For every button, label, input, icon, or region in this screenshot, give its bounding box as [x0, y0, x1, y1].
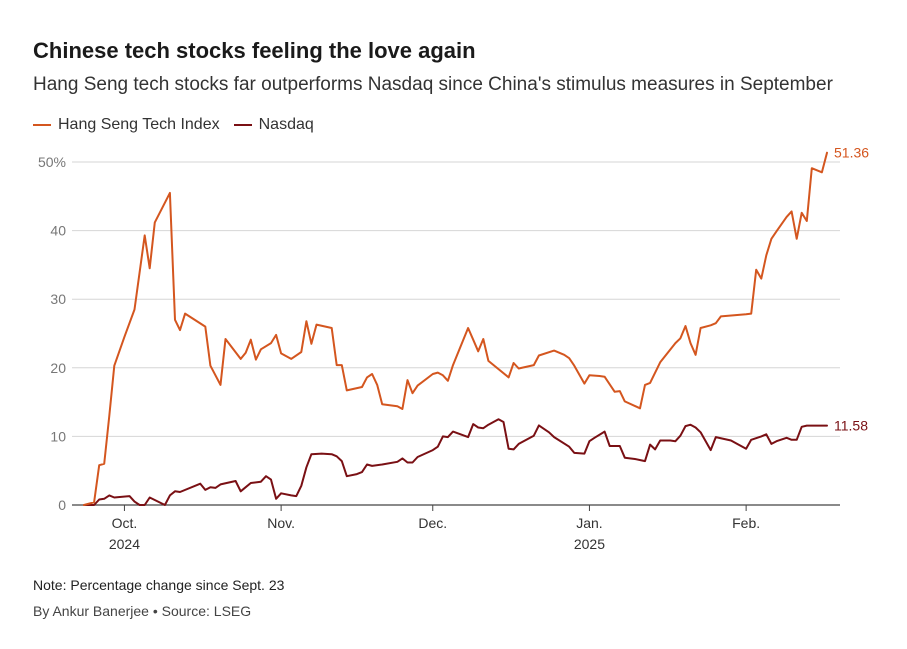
- chart-note: Note: Percentage change since Sept. 23: [33, 577, 285, 593]
- end-label-nasdaq: 11.58: [834, 418, 868, 434]
- y-tick-label: 10: [50, 428, 66, 444]
- legend-label-nasdaq: Nasdaq: [258, 116, 314, 133]
- legend-item-hang-seng: Hang Seng Tech Index: [33, 116, 220, 134]
- series-line-nasdaq: [83, 418, 828, 506]
- x-tick-label: Nov.: [267, 515, 295, 531]
- legend-item-nasdaq: Nasdaq: [233, 116, 314, 134]
- chart-title: Chinese tech stocks feeling the love aga…: [33, 38, 476, 63]
- y-tick-label: 40: [50, 223, 66, 239]
- x-tick-label: Dec.: [418, 515, 447, 531]
- chart-subtitle: Hang Seng tech stocks far outperforms Na…: [33, 74, 833, 95]
- series-line-hang-seng: [83, 151, 828, 506]
- x-tick-label: Jan.: [576, 515, 602, 531]
- legend-swatch-nasdaq: [233, 124, 252, 126]
- chart-source: By Ankur Banerjee • Source: LSEG: [33, 603, 252, 619]
- x-tick-year-label: 2025: [574, 536, 605, 552]
- end-label-hang-seng: 51.36: [834, 145, 869, 161]
- legend-label-hang-seng: Hang Seng Tech Index: [58, 116, 220, 133]
- x-tick-year-label: 2024: [109, 536, 140, 552]
- y-tick-label: 30: [50, 291, 66, 307]
- y-tick-label: 50%: [38, 154, 66, 170]
- y-tick-label: 20: [50, 360, 66, 376]
- legend-swatch-hang-seng: [33, 124, 51, 126]
- x-tick-label: Oct.: [112, 515, 138, 531]
- x-tick-label: Feb.: [732, 515, 760, 531]
- legend: Hang Seng Tech Index Nasdaq: [33, 116, 328, 134]
- y-tick-label: 0: [58, 497, 66, 513]
